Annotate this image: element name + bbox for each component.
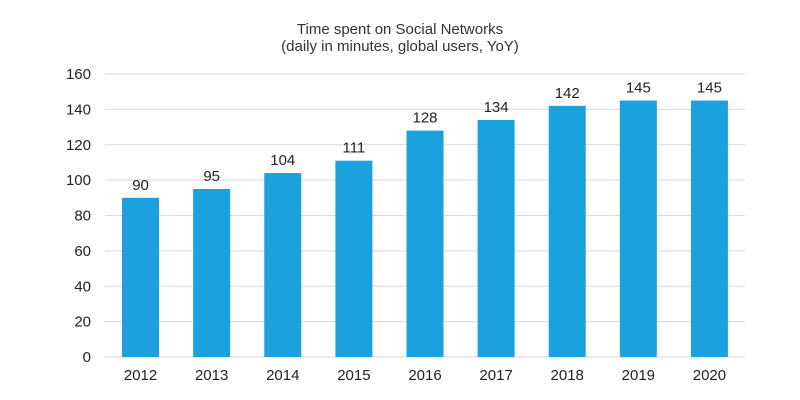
bar-2014 — [264, 173, 302, 357]
y-tick-label: 80 — [74, 208, 91, 225]
data-label-2012: 90 — [132, 177, 149, 194]
data-label-2019: 145 — [626, 80, 651, 97]
data-label-2015: 111 — [342, 140, 365, 157]
data-label-2014: 104 — [270, 152, 295, 169]
x-axis: 2012 2013 2014 2015 2016 2017 2018 2019 2020 — [124, 367, 726, 384]
chart-subtitle: (daily in minutes, global users, YoY) — [281, 38, 519, 55]
data-label-2017: 134 — [484, 99, 509, 116]
bar-2012 — [122, 197, 160, 357]
x-tick-label: 2015 — [337, 367, 370, 384]
bar-2017 — [477, 119, 515, 357]
y-tick-label: 60 — [74, 243, 91, 260]
bar-2019 — [619, 100, 657, 357]
data-label-2016: 128 — [412, 110, 437, 127]
x-tick-label: 2019 — [622, 367, 655, 384]
bar-2018 — [548, 105, 586, 358]
x-tick-label: 2016 — [408, 367, 441, 384]
x-tick-label: 2018 — [551, 367, 584, 384]
chart-title: Time spent on Social Networks — [296, 21, 504, 38]
y-tick-label: 140 — [66, 101, 91, 118]
bar-2013 — [193, 188, 231, 357]
bar-2020 — [690, 100, 728, 357]
x-tick-label: 2014 — [266, 367, 299, 384]
y-tick-label: 0 — [83, 349, 91, 366]
data-labels: 90 95 104 111 128 134 142 145 145 — [132, 80, 722, 194]
y-tick-label: 40 — [74, 278, 91, 295]
data-label-2013: 95 — [203, 168, 220, 185]
bar-2015 — [335, 160, 373, 357]
x-tick-label: 2017 — [479, 367, 512, 384]
bars — [122, 100, 728, 358]
y-tick-label: 100 — [66, 172, 91, 189]
x-tick-label: 2020 — [693, 367, 726, 384]
x-tick-label: 2013 — [195, 367, 228, 384]
y-tick-label: 20 — [74, 314, 91, 331]
y-axis: 0 20 40 60 80 100 120 140 160 — [66, 66, 91, 366]
data-label-2018: 142 — [555, 85, 580, 102]
y-tick-label: 160 — [66, 66, 91, 83]
data-label-2020: 145 — [697, 80, 722, 97]
bar-2016 — [406, 130, 444, 357]
x-tick-label: 2012 — [124, 367, 157, 384]
y-tick-label: 120 — [66, 137, 91, 154]
